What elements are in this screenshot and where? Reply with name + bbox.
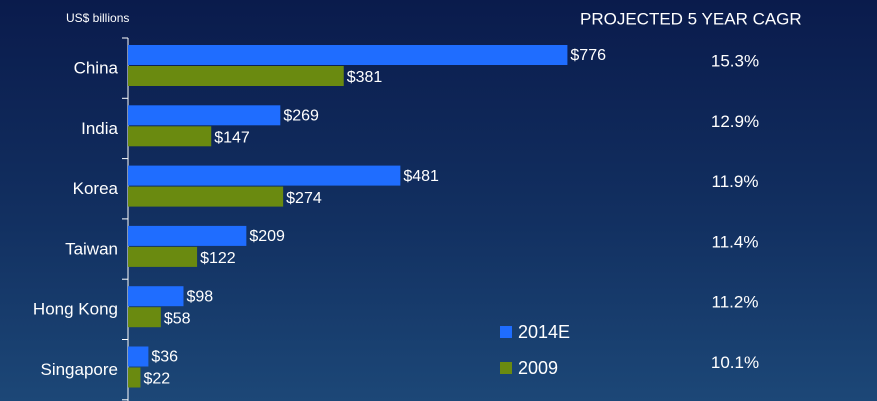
value-label: $481 [403,168,439,185]
bar [128,346,149,367]
cagr-label: 11.4% [712,232,759,251]
cagr-label: 15.3% [711,51,759,70]
value-label: $147 [214,130,250,147]
axis-label: US$ billions [66,11,129,25]
value-label: $274 [286,190,322,207]
legend-label: 2009 [518,358,558,378]
bar [128,105,281,126]
cagr-label: 10.1% [711,353,759,372]
legend-label: 2014E [518,322,570,342]
value-label: $36 [151,349,178,366]
value-label: $122 [200,250,236,267]
value-label: $209 [249,228,285,245]
legend-swatch [500,326,512,338]
bar [128,186,284,207]
bar [128,246,198,267]
category-label: China [74,58,119,77]
bar [128,367,141,388]
category-label: Hong Kong [33,300,118,319]
bar [128,45,568,65]
bar [128,66,344,86]
bar [128,225,247,246]
value-label: $22 [143,371,170,388]
bar [128,307,161,328]
bar [128,126,212,147]
value-label: $776 [570,47,606,64]
category-label: Taiwan [65,239,118,258]
value-label: $58 [164,310,191,327]
bar [128,165,401,186]
cagr-label: 12.9% [711,112,759,131]
category-label: Singapore [40,360,118,379]
bar [128,286,184,307]
value-label: $98 [186,288,213,305]
cagr-title: PROJECTED 5 YEAR CAGR [580,9,802,28]
category-label: Korea [73,179,119,198]
value-label: $269 [283,108,319,125]
cagr-label: 11.9% [712,172,759,191]
cagr-label: 11.2% [712,293,759,312]
value-label: $381 [347,69,383,86]
legend-swatch [500,362,512,374]
category-label: India [81,119,118,138]
